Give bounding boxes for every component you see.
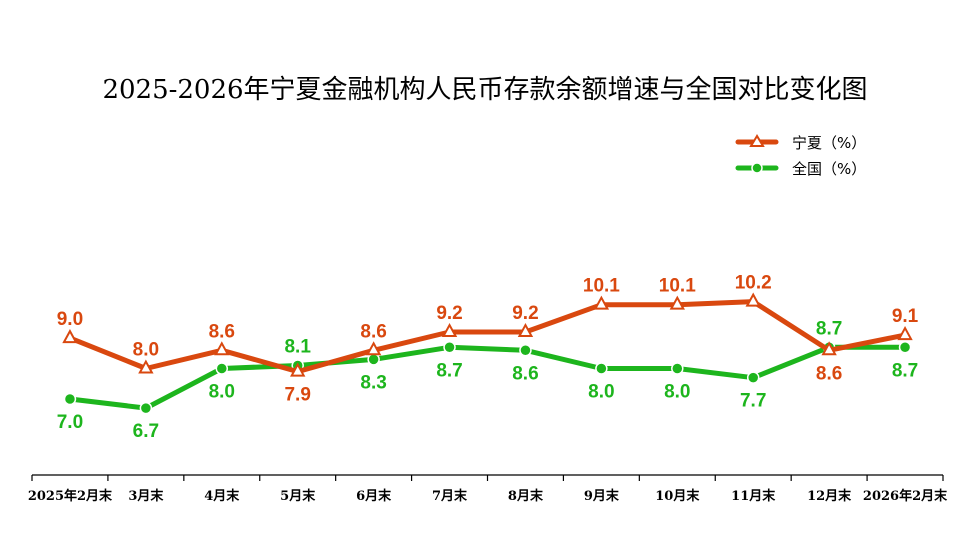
legend-label-national: 全国（%） bbox=[792, 160, 866, 178]
data-point-national bbox=[215, 362, 229, 375]
data-point-national bbox=[746, 371, 760, 384]
series-line-national bbox=[67, 344, 908, 411]
data-point-national bbox=[595, 362, 608, 375]
x-tick-label: 8月末 bbox=[508, 488, 544, 504]
data-label-national: 7.7 bbox=[740, 391, 766, 412]
x-tick-label: 2025年2月末 bbox=[28, 488, 113, 504]
data-point-national bbox=[63, 392, 77, 406]
data-point-ningxia bbox=[214, 341, 230, 356]
data-label-national: 8.7 bbox=[436, 360, 462, 381]
legend-item-ningxia: 宁夏（%） bbox=[735, 134, 866, 152]
data-point-national bbox=[671, 362, 684, 375]
series-line-ningxia bbox=[67, 299, 908, 375]
data-point-ningxia bbox=[62, 329, 78, 344]
data-label-national: 8.3 bbox=[360, 372, 386, 393]
data-point-ningxia bbox=[669, 295, 685, 310]
data-label-ningxia: 9.0 bbox=[57, 309, 83, 330]
data-label-national: 6.7 bbox=[133, 421, 159, 442]
x-tick-label: 5月末 bbox=[280, 488, 316, 504]
data-point-national bbox=[443, 341, 456, 354]
data-label-ningxia: 9.2 bbox=[436, 303, 462, 324]
data-label-ningxia: 7.9 bbox=[284, 385, 310, 406]
legend-label-ningxia: 宁夏（%） bbox=[792, 134, 866, 152]
legend-item-national: 全国（%） bbox=[735, 160, 866, 178]
data-point-ningxia bbox=[365, 341, 382, 356]
data-label-ningxia: 8.6 bbox=[816, 363, 842, 384]
data-point-ningxia bbox=[138, 359, 154, 374]
data-point-ningxia bbox=[821, 341, 837, 356]
data-label-ningxia: 8.6 bbox=[360, 321, 386, 342]
data-label-national: 8.7 bbox=[816, 318, 842, 339]
series-layer bbox=[62, 292, 913, 415]
data-label-national: 8.1 bbox=[284, 337, 311, 358]
legend-marker-national bbox=[751, 162, 763, 174]
data-label-ningxia: 8.6 bbox=[209, 321, 235, 342]
data-label-national: 8.0 bbox=[664, 382, 690, 403]
x-tick-label: 3月末 bbox=[128, 488, 164, 504]
data-label-national: 8.0 bbox=[588, 382, 614, 403]
data-point-ningxia bbox=[290, 362, 306, 377]
x-tick-label: 2026年2月末 bbox=[863, 488, 948, 504]
data-label-ningxia: 9.2 bbox=[512, 303, 538, 324]
data-label-ningxia: 10.1 bbox=[659, 276, 696, 297]
data-label-ningxia: 10.2 bbox=[735, 273, 772, 294]
legend-marker-ningxia bbox=[749, 134, 765, 147]
data-point-ningxia bbox=[897, 325, 913, 341]
data-point-national bbox=[519, 344, 532, 357]
data-point-ningxia bbox=[441, 322, 458, 338]
x-tick-label: 9月末 bbox=[584, 488, 620, 504]
data-label-ningxia: 10.1 bbox=[583, 276, 620, 297]
data-labels-layer: 7.0 6.7 8.0 8.1 8.3 8.7 8.6 8.0 8.0 7.7 8.7 8.7 9.0 8… bbox=[57, 273, 919, 442]
data-label-national: 8.6 bbox=[512, 363, 538, 384]
data-label-ningxia: 8.0 bbox=[133, 340, 159, 361]
x-axis: 2025年2月末 3月末 4月末 5月末 6月末 7月末 8月末 9月末 10月末 11月末 12月… bbox=[28, 474, 948, 504]
data-label-national: 7.0 bbox=[57, 412, 83, 433]
data-point-national bbox=[898, 341, 912, 354]
x-tick-label: 6月末 bbox=[356, 488, 392, 504]
data-label-ningxia: 9.1 bbox=[892, 306, 919, 327]
x-tick-label: 12月末 bbox=[807, 488, 852, 504]
x-tick-label: 10月末 bbox=[655, 488, 700, 504]
data-point-ningxia bbox=[517, 322, 534, 338]
data-point-national bbox=[139, 401, 153, 415]
legend: 宁夏（%） 全国（%） bbox=[735, 134, 866, 178]
data-point-ningxia bbox=[593, 295, 610, 310]
data-label-national: 8.7 bbox=[892, 360, 918, 381]
data-point-national bbox=[367, 353, 380, 366]
data-label-national: 8.0 bbox=[209, 382, 235, 403]
x-tick-label: 4月末 bbox=[204, 488, 240, 504]
chart-title: 2025-2026年宁夏金融机构人民币存款余额增速与全国对比变化图 bbox=[102, 75, 867, 105]
x-tick-label: 7月末 bbox=[432, 488, 468, 504]
x-tick-label: 11月末 bbox=[731, 488, 776, 504]
data-point-ningxia bbox=[745, 292, 761, 307]
